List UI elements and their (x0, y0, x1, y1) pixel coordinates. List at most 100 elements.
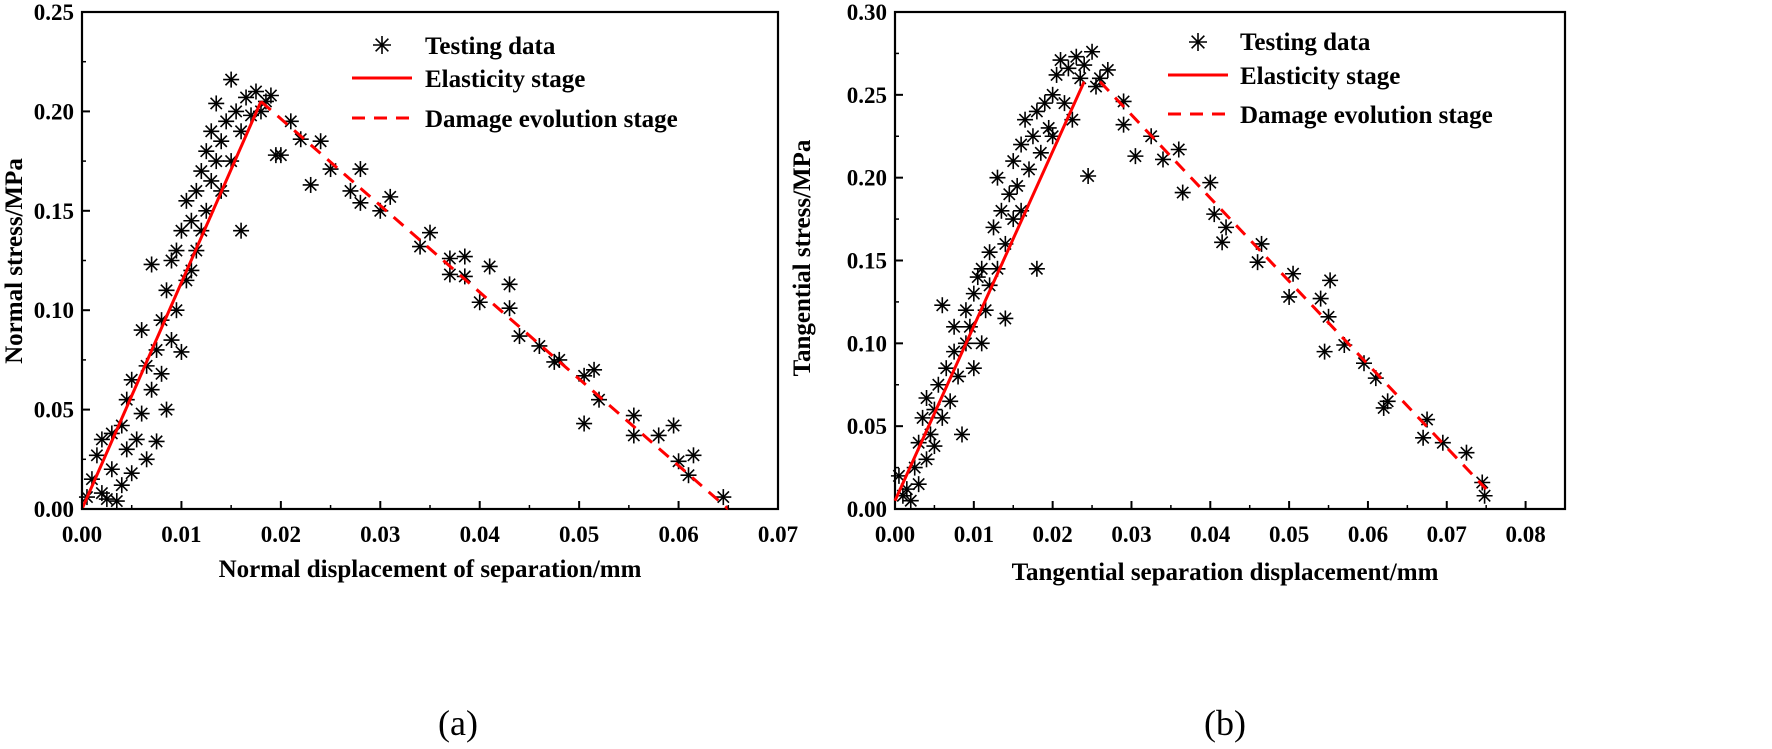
panel-label-b: (b) (1204, 703, 1246, 743)
elasticity-line-a (80, 100, 263, 510)
plot-frame-b (893, 10, 1567, 511)
y-tick-label-a-4: 0.20 (34, 99, 74, 124)
data-point-a-27 (158, 401, 175, 418)
data-point-a-13 (123, 465, 140, 482)
x-tick-label-b-8: 0.08 (1505, 522, 1545, 547)
x-tick-label-b-0: 0.00 (875, 522, 915, 547)
data-point-b-62 (1076, 57, 1093, 74)
data-point-a-26 (158, 282, 175, 299)
x-tick-label-a-7: 0.07 (758, 522, 798, 547)
data-point-a-30 (168, 242, 185, 259)
y-tick-label-b-4: 0.20 (847, 166, 887, 191)
data-point-a-44 (203, 172, 220, 189)
data-point-b-78 (1218, 219, 1235, 236)
legend-a: Testing data Elasticity stage Damage evo… (352, 33, 678, 133)
chart-panel-a: 0.00 0.01 0.02 0.03 0.04 0.05 0.06 0.07 0.00 0.05… (1, 0, 798, 743)
data-point-b-21 (954, 426, 970, 443)
testing-data-points-b (890, 43, 1493, 509)
data-point-a-66 (302, 176, 319, 193)
legend-asterisk-b (1189, 33, 1207, 51)
data-point-a-64 (282, 113, 299, 130)
data-point-a-80 (471, 294, 488, 311)
data-point-b-36 (993, 202, 1010, 219)
data-point-a-46 (208, 153, 225, 170)
data-point-a-38 (188, 182, 205, 199)
data-point-b-75 (1202, 174, 1219, 191)
legend-label-damage-a: Damage evolution stage (425, 106, 678, 133)
data-point-a-76 (441, 250, 458, 267)
y-tick-label-a-1: 0.05 (34, 398, 74, 423)
data-point-a-17 (133, 405, 150, 422)
data-point-a-75 (422, 224, 438, 241)
data-point-b-8 (918, 451, 935, 468)
data-point-a-50 (218, 113, 235, 130)
data-point-b-63 (1080, 168, 1097, 185)
data-point-a-16 (133, 322, 150, 339)
x-tick-label-b-3: 0.03 (1111, 522, 1151, 547)
data-point-b-22 (957, 302, 974, 319)
data-point-a-85 (531, 337, 548, 354)
data-point-b-31 (981, 244, 998, 261)
data-point-b-64 (1084, 43, 1101, 60)
x-tick-label-a-4: 0.04 (460, 522, 501, 547)
data-point-a-91 (591, 391, 608, 408)
data-point-a-95 (665, 417, 682, 434)
data-point-a-61 (262, 87, 279, 104)
data-point-a-10 (113, 477, 130, 494)
data-point-a-40 (193, 163, 210, 180)
data-point-b-18 (946, 343, 963, 360)
legend-marker-testing-data-b (1189, 33, 1207, 51)
data-point-a-11 (118, 441, 135, 458)
y-tick-label-a-3: 0.15 (34, 199, 74, 224)
data-point-b-96 (1474, 474, 1491, 491)
data-point-b-61 (1072, 70, 1089, 87)
y-tick-label-a-0: 0.00 (34, 497, 74, 522)
legend-b: Testing data Elasticity stage Damage evo… (1168, 29, 1493, 129)
data-point-b-43 (1013, 136, 1030, 153)
x-tick-label-b-2: 0.02 (1033, 522, 1073, 547)
data-point-b-25 (965, 360, 982, 377)
legend-label-testing-data-a: Testing data (425, 33, 556, 60)
x-tick-label-a-0: 0.00 (62, 522, 102, 547)
data-point-a-20 (143, 256, 160, 273)
data-point-b-95 (1458, 444, 1475, 461)
data-point-b-3 (902, 492, 919, 509)
data-point-a-19 (138, 451, 155, 468)
data-point-b-26 (965, 285, 982, 302)
data-point-a-73 (382, 188, 399, 205)
testing-data-points-a (78, 71, 732, 510)
data-point-b-83 (1312, 290, 1329, 307)
data-point-b-92 (1415, 429, 1432, 446)
data-point-a-70 (352, 194, 369, 211)
data-point-a-8 (108, 493, 125, 510)
x-tick-label-b-4: 0.04 (1190, 522, 1231, 547)
data-point-b-17 (942, 393, 959, 410)
data-point-a-31 (168, 302, 185, 319)
y-tick-label-b-1: 0.05 (847, 414, 887, 439)
data-point-b-76 (1206, 206, 1223, 223)
y-axis-title-a: Normal stress/MPa (1, 158, 28, 364)
data-point-b-34 (989, 169, 1006, 186)
data-point-b-72 (1155, 151, 1171, 168)
data-point-a-9 (113, 417, 130, 434)
axis-ticks-b: 0.00 0.01 0.02 0.03 0.04 0.05 0.06 0.07 0.08 0.00… (847, 0, 1546, 547)
data-point-b-90 (1375, 399, 1392, 416)
data-point-b-15 (934, 409, 951, 426)
data-point-a-21 (143, 381, 160, 398)
data-point-b-41 (1005, 153, 1022, 170)
data-point-a-47 (208, 95, 225, 112)
data-point-b-86 (1322, 272, 1339, 289)
data-point-a-71 (352, 161, 369, 178)
data-point-b-7 (914, 409, 931, 426)
data-point-b-58 (1060, 60, 1077, 77)
fit-lines-a (80, 100, 730, 511)
x-tick-label-a-5: 0.05 (559, 522, 599, 547)
data-point-b-46 (1021, 161, 1037, 178)
data-point-a-84 (511, 328, 528, 345)
data-point-a-32 (173, 222, 190, 239)
y-tick-label-a-5: 0.25 (34, 0, 74, 25)
data-point-a-78 (456, 248, 473, 265)
data-point-b-50 (1032, 144, 1049, 161)
legend-label-elasticity-b: Elasticity stage (1240, 63, 1400, 90)
